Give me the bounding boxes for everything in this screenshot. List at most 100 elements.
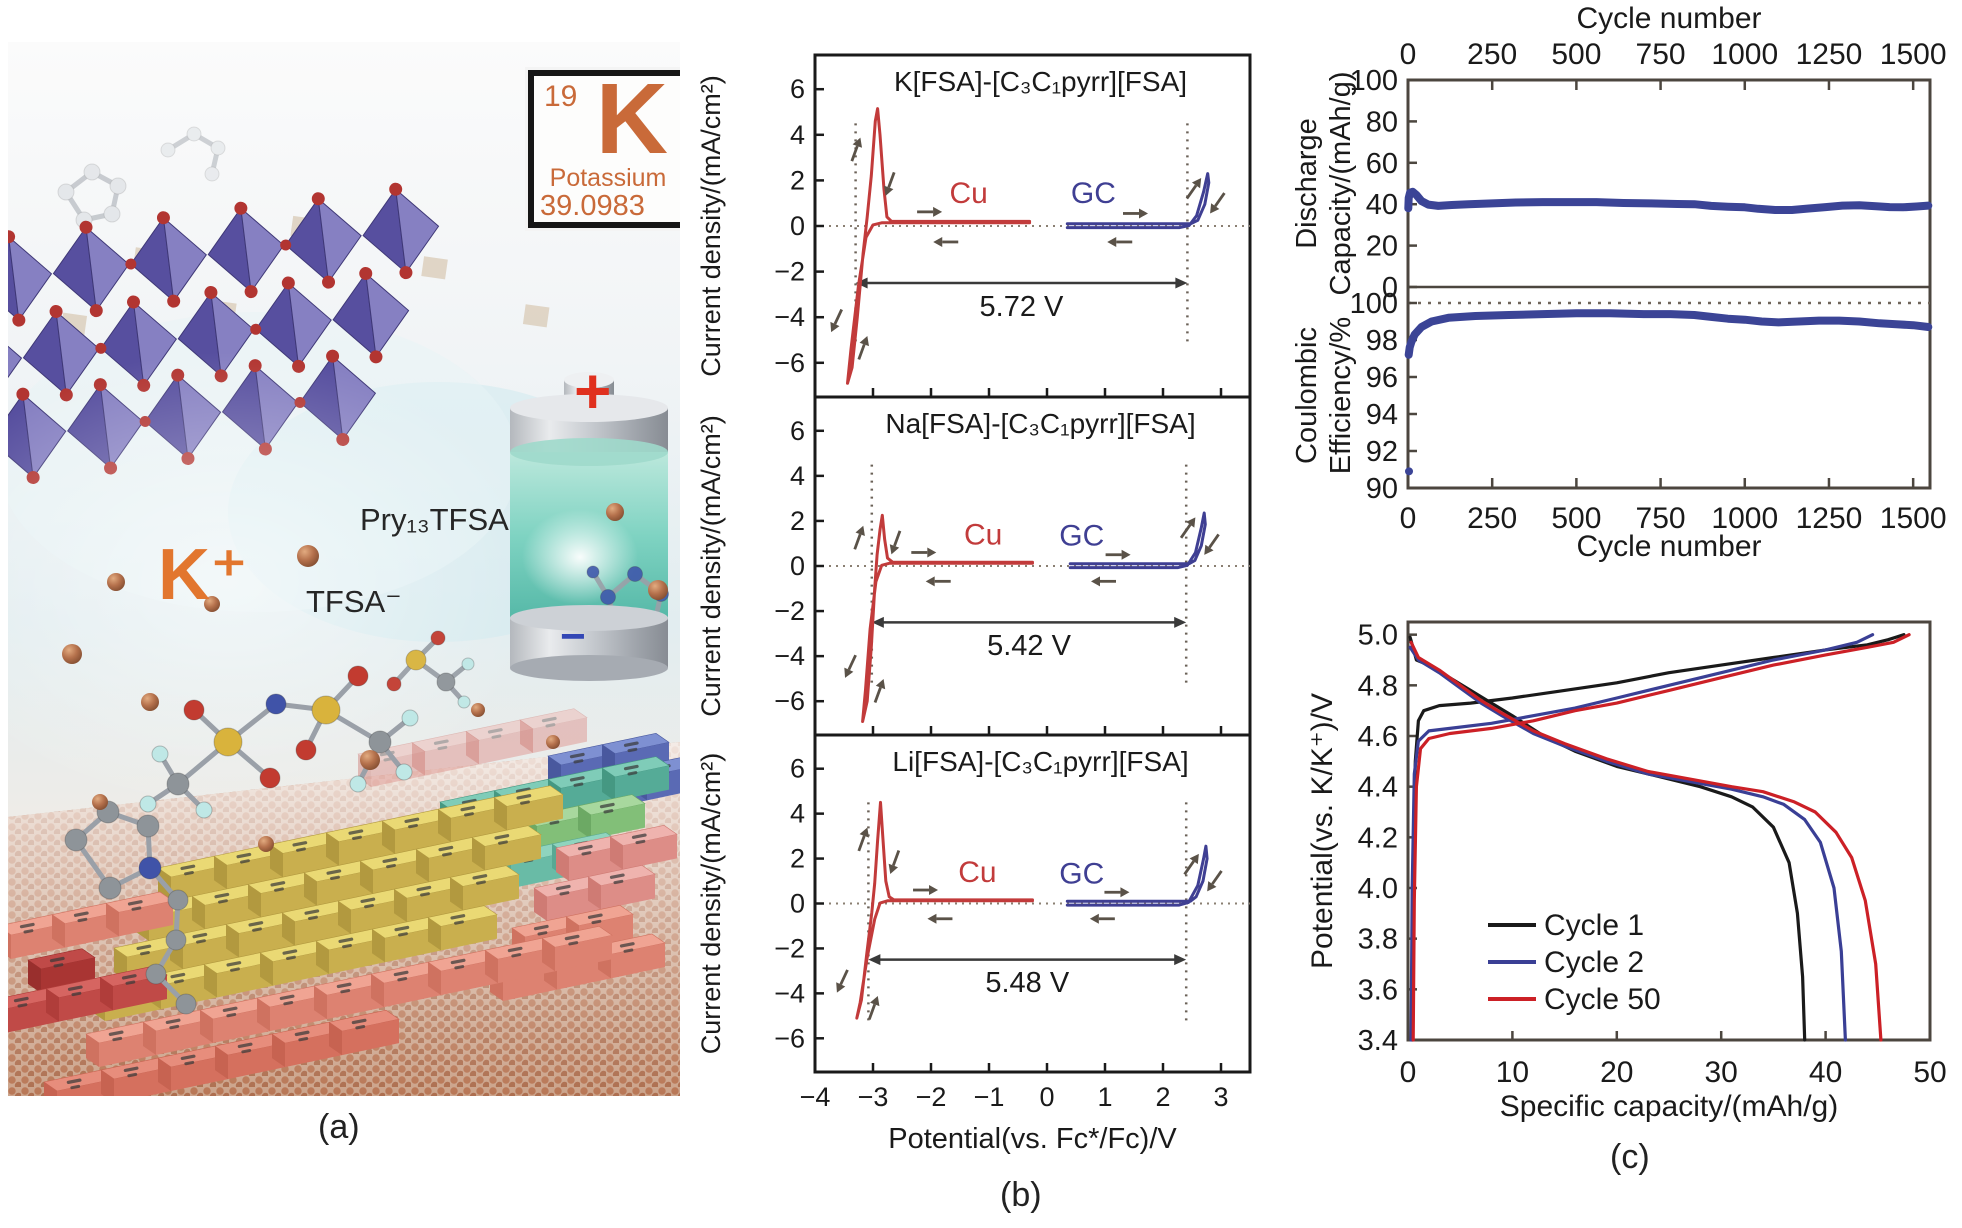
gcd-cycle-2-charge xyxy=(1409,633,1875,1042)
svg-text:5.0: 5.0 xyxy=(1358,620,1398,652)
cv-curve-gc-electrode xyxy=(1065,844,1209,907)
svg-text:750: 750 xyxy=(1636,38,1686,71)
cv-curve-cu-electrode xyxy=(846,107,1032,385)
svg-text:0: 0 xyxy=(1039,1082,1054,1112)
svg-text:Cycle 1: Cycle 1 xyxy=(1544,909,1644,942)
cv-curve-gc-electrode xyxy=(1068,511,1207,570)
panel-a-caption: (a) xyxy=(318,1108,360,1146)
svg-text:Discharge: Discharge xyxy=(1291,118,1323,249)
svg-text:Coulombic: Coulombic xyxy=(1291,327,1323,464)
potassium-element-tile: 19 K Potassium 39.0983 xyxy=(528,63,680,228)
svg-text:Potential(vs. K/K⁺)/V: Potential(vs. K/K⁺)/V xyxy=(1306,693,1339,969)
svg-text:Cu: Cu xyxy=(964,519,1002,552)
cv-curve-cu-electrode xyxy=(855,800,1034,1020)
svg-text:4: 4 xyxy=(790,461,805,491)
element-symbol: K xyxy=(595,63,668,175)
svg-text:1500: 1500 xyxy=(1880,38,1947,71)
coulombic-efficiency-band xyxy=(1404,309,1933,359)
svg-text:100: 100 xyxy=(1350,65,1398,97)
svg-text:−2: −2 xyxy=(774,596,805,626)
svg-text:−1: −1 xyxy=(974,1082,1005,1112)
svg-text:Cu: Cu xyxy=(958,856,996,889)
svg-text:−3: −3 xyxy=(858,1082,889,1112)
gcd-cycle-50-charge xyxy=(1411,633,1911,1042)
atomic-number: 19 xyxy=(544,80,578,113)
svg-text:10: 10 xyxy=(1496,1056,1529,1089)
svg-text:−4: −4 xyxy=(800,1082,831,1112)
svg-text:1250: 1250 xyxy=(1796,502,1863,535)
svg-text:5.72 V: 5.72 V xyxy=(980,291,1064,323)
svg-text:−6: −6 xyxy=(774,686,805,716)
svg-text:0: 0 xyxy=(790,889,805,919)
battery-negative-terminal-label: − xyxy=(560,612,586,661)
svg-text:0: 0 xyxy=(790,211,805,241)
cv-curve-gc-electrode xyxy=(1065,172,1211,230)
svg-text:−6: −6 xyxy=(774,1023,805,1053)
svg-text:40: 40 xyxy=(1366,189,1398,221)
svg-text:5.48 V: 5.48 V xyxy=(985,967,1069,999)
svg-text:40: 40 xyxy=(1809,1056,1842,1089)
svg-text:GC: GC xyxy=(1071,177,1116,210)
svg-text:GC: GC xyxy=(1059,857,1104,890)
svg-text:2: 2 xyxy=(790,844,805,874)
svg-text:0: 0 xyxy=(1400,1056,1417,1089)
svg-text:GC: GC xyxy=(1059,520,1104,553)
svg-text:3: 3 xyxy=(1213,1082,1228,1112)
svg-text:Current density/(mA/cm²): Current density/(mA/cm²) xyxy=(696,75,726,377)
svg-text:Cycle 50: Cycle 50 xyxy=(1544,983,1661,1016)
svg-text:Current density/(mA/cm²): Current density/(mA/cm²) xyxy=(696,415,726,717)
svg-text:Cycle number: Cycle number xyxy=(1576,530,1761,563)
svg-text:Cycle 2: Cycle 2 xyxy=(1544,946,1644,979)
svg-text:−4: −4 xyxy=(774,641,805,671)
potassium-cation-label: K⁺ xyxy=(158,535,248,615)
svg-text:94: 94 xyxy=(1366,399,1398,431)
panel-c-cycling-charts: 0025025050050075075010001000125012501500… xyxy=(1291,2,1947,1123)
svg-text:80: 80 xyxy=(1366,106,1398,138)
svg-text:4.4: 4.4 xyxy=(1358,772,1398,804)
svg-text:60: 60 xyxy=(1366,148,1398,180)
svg-text:5.42 V: 5.42 V xyxy=(987,630,1071,662)
gcd-cycle-1-charge xyxy=(1410,633,1906,1042)
svg-text:20: 20 xyxy=(1366,231,1398,263)
svg-text:96: 96 xyxy=(1366,362,1398,394)
svg-text:6: 6 xyxy=(790,416,805,446)
svg-text:−4: −4 xyxy=(774,978,805,1008)
panel-b-caption: (b) xyxy=(1000,1176,1042,1214)
svg-text:3.4: 3.4 xyxy=(1358,1025,1398,1057)
svg-text:K[FSA]-[C₃C₁pyrr][FSA]: K[FSA]-[C₃C₁pyrr][FSA] xyxy=(894,66,1187,97)
gcd-cycle-2-discharge xyxy=(1408,645,1847,1042)
svg-text:0: 0 xyxy=(1400,502,1417,535)
atomic-mass: 39.0983 xyxy=(540,190,645,222)
svg-text:1000: 1000 xyxy=(1711,38,1778,71)
svg-text:6: 6 xyxy=(790,754,805,784)
svg-text:2: 2 xyxy=(790,165,805,195)
svg-text:90: 90 xyxy=(1366,473,1398,505)
svg-text:20: 20 xyxy=(1600,1056,1633,1089)
svg-text:Li[FSA]-[C₃C₁pyrr][FSA]: Li[FSA]-[C₃C₁pyrr][FSA] xyxy=(892,746,1188,777)
svg-text:0: 0 xyxy=(1400,38,1417,71)
svg-text:3.6: 3.6 xyxy=(1358,974,1398,1006)
svg-text:50: 50 xyxy=(1913,1056,1946,1089)
svg-text:92: 92 xyxy=(1366,436,1398,468)
svg-text:0: 0 xyxy=(790,551,805,581)
svg-text:30: 30 xyxy=(1705,1056,1738,1089)
svg-text:6: 6 xyxy=(790,74,805,104)
gcd-cycle-50-discharge xyxy=(1409,640,1883,1042)
svg-text:4.2: 4.2 xyxy=(1358,822,1398,854)
svg-text:750: 750 xyxy=(1636,502,1686,535)
svg-text:Na[FSA]-[C₃C₁pyrr][FSA]: Na[FSA]-[C₃C₁pyrr][FSA] xyxy=(885,408,1195,439)
svg-text:−2: −2 xyxy=(774,933,805,963)
svg-text:Cu: Cu xyxy=(950,177,988,210)
svg-text:−4: −4 xyxy=(774,302,805,332)
svg-text:Cycle number: Cycle number xyxy=(1576,2,1761,35)
svg-text:100: 100 xyxy=(1350,288,1398,320)
panel-c-caption: (c) xyxy=(1610,1138,1650,1176)
svg-text:250: 250 xyxy=(1467,38,1517,71)
svg-text:Capacity/(mAh/g): Capacity/(mAh/g) xyxy=(1325,71,1357,295)
svg-text:3.8: 3.8 xyxy=(1358,924,1398,956)
cv-curve-cu-electrode xyxy=(861,513,1034,723)
svg-text:4.8: 4.8 xyxy=(1358,670,1398,702)
element-name: Potassium xyxy=(549,164,667,192)
discharge-capacity-band xyxy=(1404,187,1933,214)
